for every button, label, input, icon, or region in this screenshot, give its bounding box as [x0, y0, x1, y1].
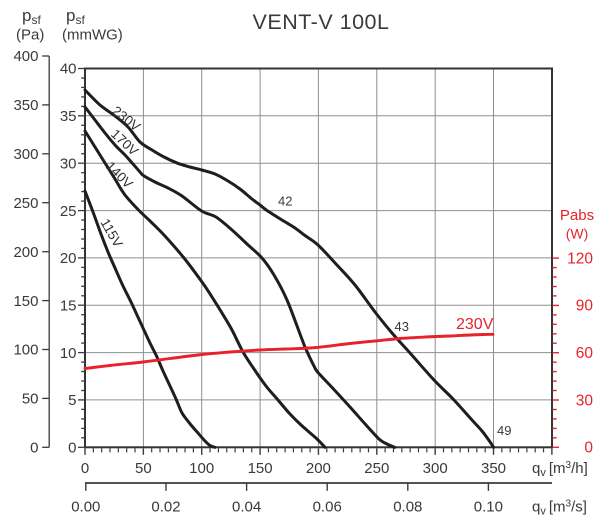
- svg-text:43: 43: [395, 319, 409, 334]
- svg-text:25: 25: [60, 203, 77, 220]
- svg-text:5: 5: [68, 392, 76, 409]
- svg-text:150: 150: [13, 293, 38, 310]
- svg-text:300: 300: [13, 146, 38, 163]
- svg-text:150: 150: [248, 460, 273, 477]
- svg-text:(Pa): (Pa): [16, 27, 44, 44]
- svg-text:300: 300: [423, 460, 448, 477]
- svg-text:400: 400: [13, 48, 38, 65]
- svg-text:100: 100: [189, 460, 214, 477]
- svg-text:10: 10: [60, 345, 77, 362]
- svg-text:0: 0: [81, 460, 89, 477]
- svg-text:0.10: 0.10: [474, 499, 503, 516]
- svg-text:60: 60: [576, 345, 594, 362]
- svg-text:350: 350: [13, 97, 38, 114]
- svg-text:(W): (W): [566, 226, 589, 242]
- svg-text:qv [m3/h]: qv [m3/h]: [532, 460, 588, 479]
- svg-text:0.02: 0.02: [151, 499, 180, 516]
- svg-text:20: 20: [60, 250, 77, 267]
- svg-text:0.08: 0.08: [393, 499, 422, 516]
- svg-text:35: 35: [60, 108, 77, 125]
- svg-text:30: 30: [576, 392, 594, 409]
- svg-text:0.06: 0.06: [313, 499, 342, 516]
- svg-text:200: 200: [13, 244, 38, 261]
- svg-text:49: 49: [497, 423, 511, 438]
- svg-text:250: 250: [364, 460, 389, 477]
- svg-text:42: 42: [278, 194, 292, 209]
- svg-text:90: 90: [576, 298, 594, 315]
- svg-text:0: 0: [30, 440, 38, 457]
- svg-text:50: 50: [22, 391, 39, 408]
- svg-text:30: 30: [60, 155, 77, 172]
- svg-text:250: 250: [13, 195, 38, 212]
- svg-text:0.00: 0.00: [71, 499, 100, 516]
- svg-text:Pabs: Pabs: [560, 207, 594, 224]
- svg-text:VENT-V 100L: VENT-V 100L: [253, 10, 390, 34]
- svg-text:40: 40: [60, 61, 77, 78]
- svg-text:qv [m3/s]: qv [m3/s]: [532, 499, 587, 518]
- svg-text:(mmWG): (mmWG): [62, 27, 123, 44]
- svg-text:0: 0: [584, 440, 593, 457]
- svg-text:0.04: 0.04: [232, 499, 261, 516]
- svg-text:200: 200: [306, 460, 331, 477]
- svg-text:0: 0: [68, 440, 76, 457]
- svg-text:350: 350: [481, 460, 506, 477]
- svg-text:120: 120: [567, 250, 593, 267]
- svg-text:15: 15: [60, 297, 77, 314]
- svg-text:100: 100: [13, 342, 38, 359]
- svg-text:230V: 230V: [456, 316, 494, 333]
- svg-text:50: 50: [135, 460, 152, 477]
